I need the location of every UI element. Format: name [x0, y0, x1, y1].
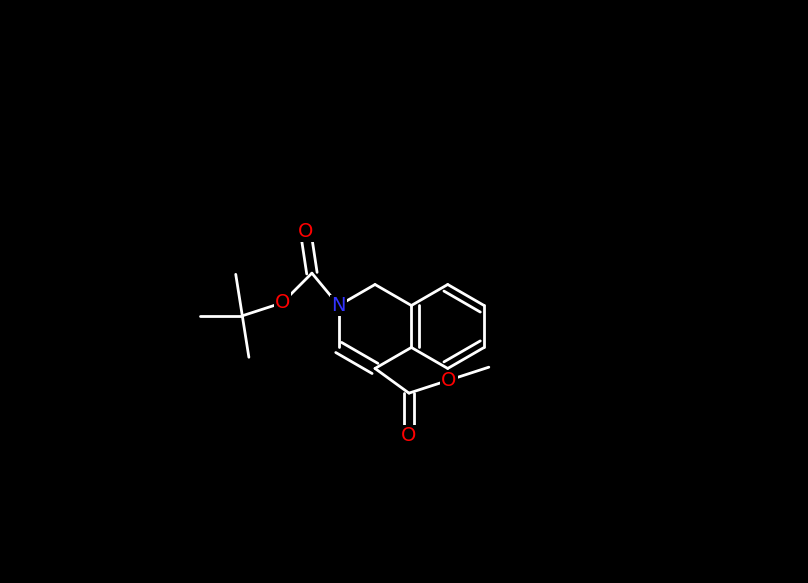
Text: O: O — [298, 222, 314, 241]
Text: N: N — [331, 296, 346, 315]
Text: O: O — [441, 371, 457, 389]
Text: O: O — [402, 426, 417, 445]
Text: O: O — [275, 293, 290, 312]
